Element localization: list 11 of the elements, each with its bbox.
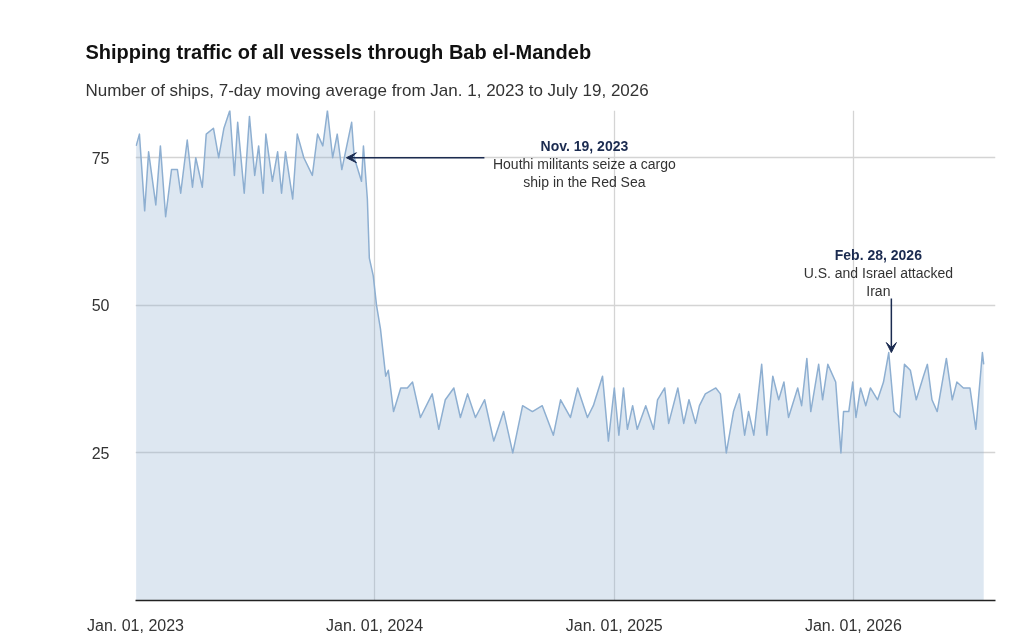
x-tick-label: Jan. 01, 2023 [87, 616, 185, 634]
chart-title: Shipping traffic of all vessels through Bab el-Mandeb [85, 40, 592, 63]
annotation: Nov. 19, 2023 Houthi militants seize a cargo ship in the Red Sea [492, 137, 677, 190]
x-tick-label: Jan. 01, 2024 [326, 616, 424, 634]
chart-subtitle: Number of ships, 7-day moving average from Jan. 1, 2023 to July 19, 2026 [85, 80, 649, 100]
x-tick-label: Jan. 01, 2026 [804, 616, 902, 634]
annotation: Feb. 28, 2026 U.S. and Israel attacked Iran [803, 246, 954, 299]
y-tick-label: 50 [91, 297, 110, 315]
x-tick-label: Jan. 01, 2025 [565, 616, 663, 634]
y-tick-label: 25 [91, 444, 110, 462]
y-tick-label: 75 [91, 149, 110, 167]
